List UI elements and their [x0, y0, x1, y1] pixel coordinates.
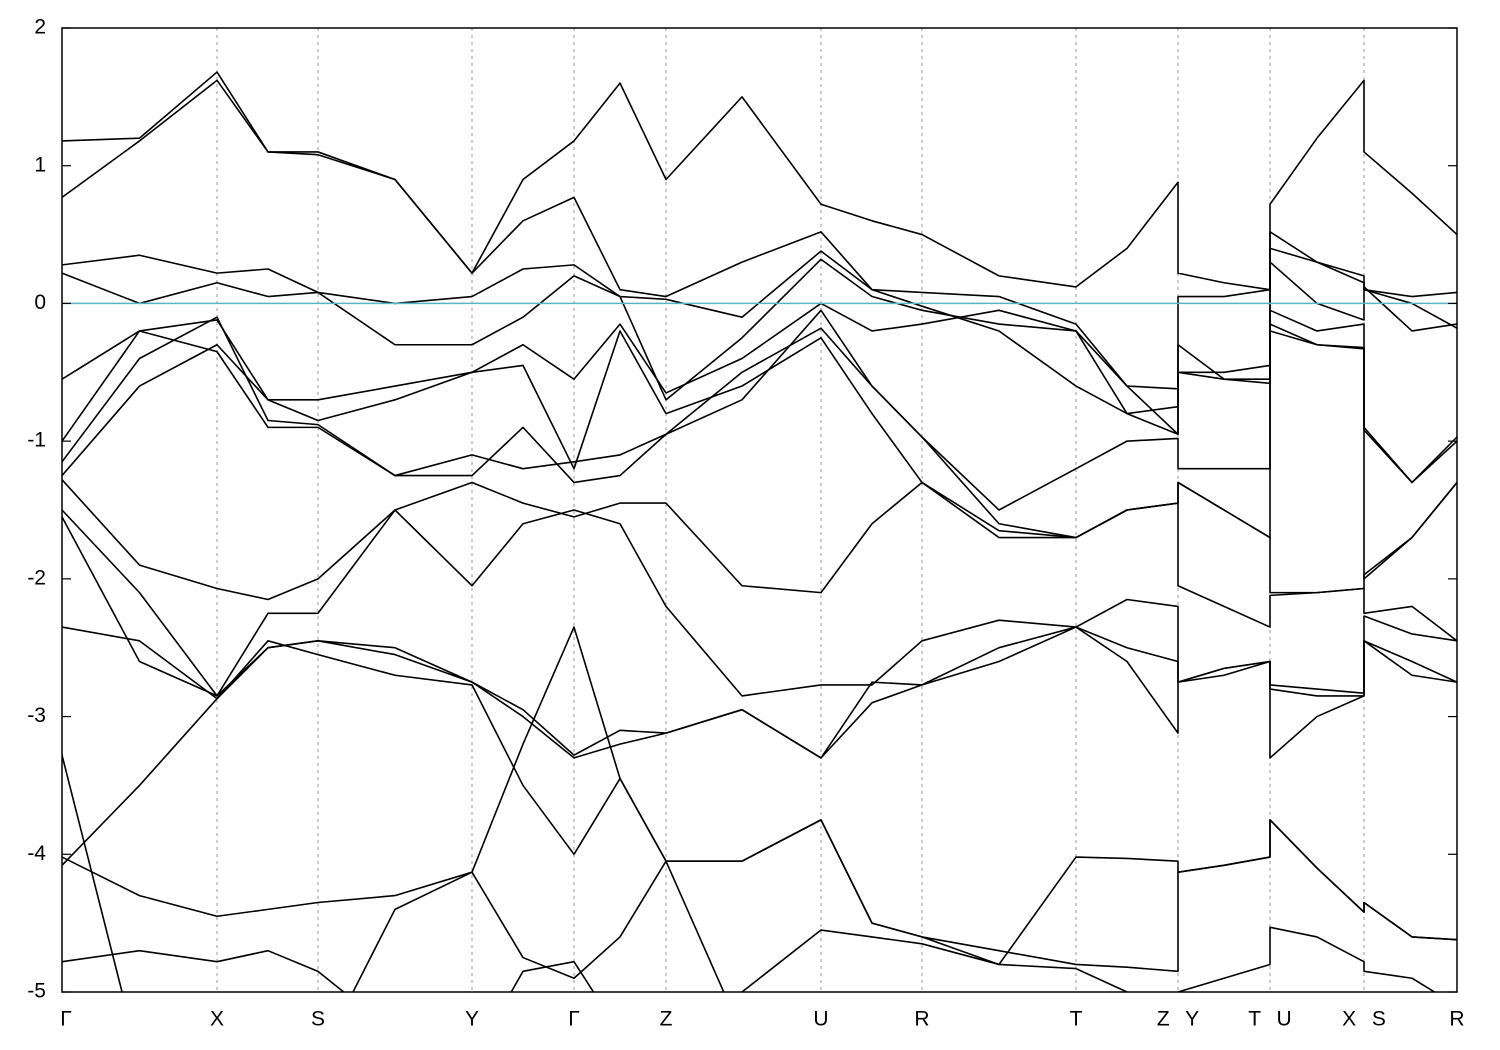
y-tick-label: -1: [27, 429, 46, 452]
x-tick-label: T U: [1248, 1008, 1291, 1031]
plot-frame: [61, 27, 1458, 993]
y-tick-label: 0: [34, 291, 46, 314]
label-layer: -5 -4 -3 -2 -1 0 1 2 Γ X S Y Γ Z U R T Z Y T U X S R: [27, 16, 1464, 1031]
x-tick-label: X: [210, 1008, 224, 1031]
x-tick-label: Γ: [568, 1008, 580, 1031]
band-line: [62, 516, 1457, 759]
y-tick-label: 2: [34, 16, 46, 39]
band-line: [62, 626, 1457, 866]
y-tick-label: -5: [27, 980, 46, 1003]
x-tick-label: U: [813, 1008, 828, 1031]
x-tick-label: Y: [465, 1008, 479, 1031]
x-tick-label: Γ: [60, 1008, 72, 1031]
y-tick-label: -4: [27, 842, 46, 865]
band-line: [62, 819, 1457, 980]
x-tick-label: Z Y: [1157, 1008, 1199, 1031]
band-line: [62, 509, 1457, 697]
y-tick-label: -2: [27, 566, 46, 589]
x-tick-label: R: [1449, 1008, 1464, 1031]
band-line: [62, 79, 1457, 390]
x-tick-label: Z: [660, 1008, 673, 1031]
band-line: [62, 479, 1457, 642]
band-line: [62, 330, 1457, 594]
band-line: [62, 316, 1457, 580]
y-tick-label: 1: [34, 153, 46, 176]
band-layer: [62, 71, 1457, 992]
y-tick-label: -3: [27, 704, 46, 727]
x-tick-label: X S: [1342, 1008, 1386, 1031]
band-line: [62, 71, 1457, 291]
x-tick-label: T: [1070, 1008, 1083, 1031]
band-line: [62, 926, 1437, 992]
x-tick-label: R: [914, 1008, 929, 1031]
x-tick-label: S: [311, 1008, 325, 1031]
band-line: [62, 247, 1457, 415]
band-line: [62, 302, 1457, 484]
